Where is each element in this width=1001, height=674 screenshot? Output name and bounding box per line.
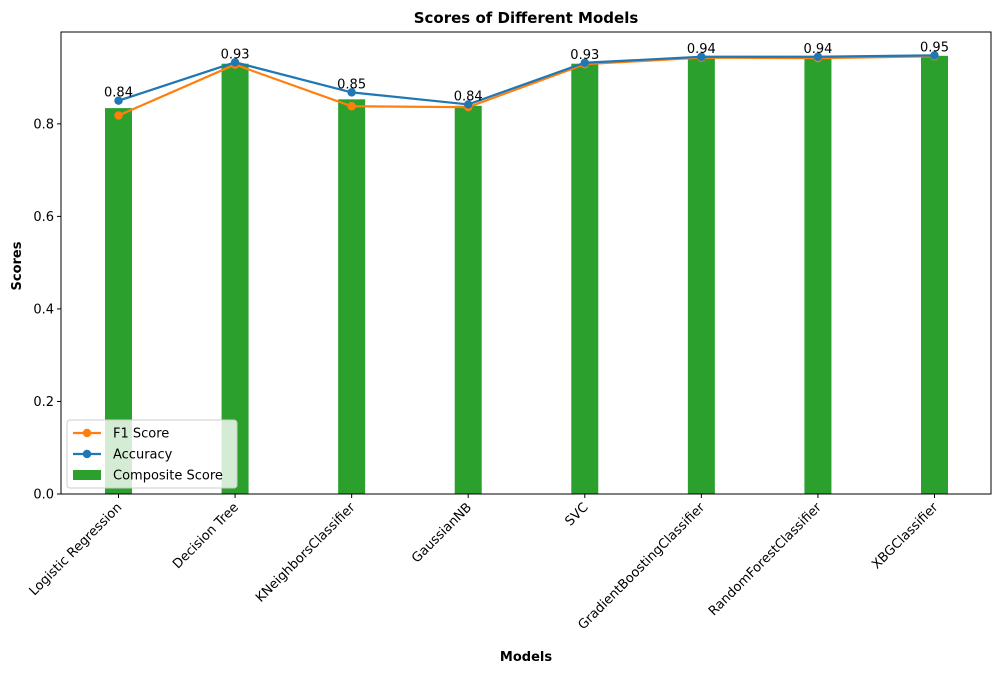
- legend-marker: [82, 449, 92, 459]
- legend: F1 Score Accuracy Composite Score: [66, 419, 238, 489]
- data-label: 0.93: [221, 47, 250, 62]
- bar: [454, 105, 482, 495]
- x-tick-label: KNeighborsClassifier: [253, 500, 359, 606]
- x-tick-label: Decision Tree: [170, 500, 242, 572]
- series-point: [697, 52, 706, 61]
- legend-label: Composite Score: [113, 469, 223, 484]
- data-label: 0.85: [337, 77, 366, 92]
- bar: [804, 57, 832, 494]
- bar: [338, 99, 366, 494]
- data-label: 0.95: [920, 40, 949, 55]
- legend-marker: [82, 428, 92, 438]
- series-point: [114, 111, 123, 120]
- series-point: [813, 52, 823, 61]
- data-labels-layer: 0.84 0.93 0.85 0.84 0.93 0.94 0.94 0.95: [104, 40, 949, 104]
- legend-swatch: [73, 470, 101, 480]
- series-point: [347, 88, 356, 97]
- data-label: 0.84: [454, 89, 483, 104]
- legend-label: F1 Score: [113, 427, 169, 442]
- legend-box: [66, 419, 238, 489]
- bar: [687, 57, 715, 494]
- plot-frame: [60, 31, 992, 495]
- series-point: [347, 102, 356, 111]
- x-tick-label: GaussianNB: [409, 500, 475, 566]
- lines-layer: [114, 51, 939, 120]
- chart-title: Scores of Different Models: [414, 9, 639, 27]
- series-point: [230, 58, 240, 67]
- y-tick-label: 0.6: [33, 210, 54, 225]
- x-axis: Logistic Regression Decision Tree KNeighbo…: [27, 494, 942, 633]
- bars-layer: [105, 55, 948, 495]
- data-label: 0.94: [803, 42, 832, 57]
- data-label: 0.93: [570, 48, 599, 63]
- y-axis: 0.0 0.2 0.4 0.6 0.8: [33, 117, 61, 503]
- data-label: 0.84: [104, 86, 133, 101]
- x-tick-label: GradientBoostingClassifier: [575, 500, 708, 633]
- data-label: 0.94: [687, 42, 716, 57]
- y-tick-label: 0.8: [33, 117, 54, 132]
- y-tick-label: 0.2: [33, 395, 54, 410]
- series-line: [118, 54, 935, 106]
- x-tick-label: XBGClassifier: [869, 500, 942, 573]
- series-point: [114, 96, 123, 105]
- series-point: [580, 58, 589, 67]
- bar: [921, 55, 948, 495]
- x-tick-label: SVC: [562, 500, 591, 529]
- x-axis-label: Models: [500, 650, 552, 665]
- series-point: [930, 51, 939, 60]
- bar: [571, 63, 599, 494]
- x-tick-label: Logistic Regression: [27, 500, 126, 599]
- y-axis-label: Scores: [10, 241, 25, 290]
- y-tick-label: 0.4: [33, 302, 54, 317]
- series-line: [118, 55, 935, 117]
- legend-label: Accuracy: [113, 448, 173, 463]
- series-point: [464, 100, 473, 109]
- x-tick-label: RandomForestClassifier: [706, 500, 825, 619]
- y-tick-label: 0.0: [33, 488, 54, 503]
